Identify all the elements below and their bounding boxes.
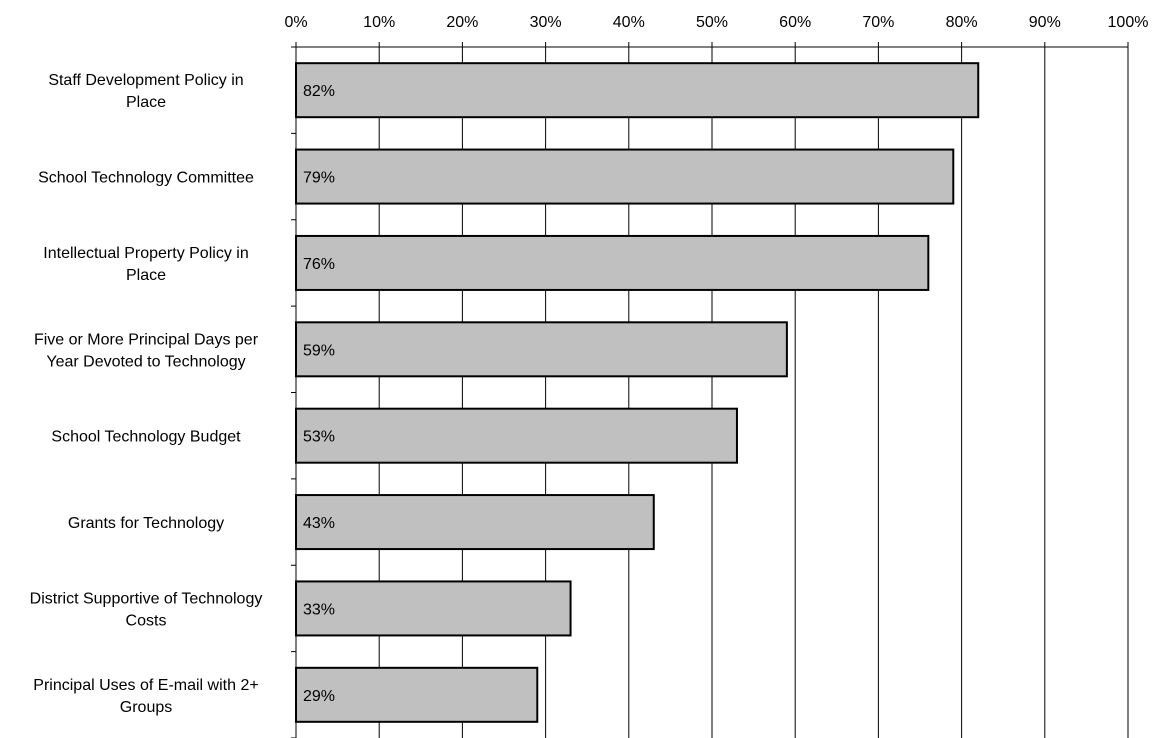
category-label: Intellectual Property Policy in Place <box>43 245 248 284</box>
category-label: School Technology Budget <box>51 429 241 446</box>
x-tick-label: 100% <box>1108 14 1149 31</box>
category-label-line: School Technology Committee <box>38 170 254 187</box>
x-tick-label: 70% <box>862 14 894 31</box>
data-label: 43% <box>303 515 335 532</box>
category-label-line: Place <box>126 267 166 284</box>
x-tick-label: 50% <box>696 14 728 31</box>
x-tick-label: 60% <box>779 14 811 31</box>
category-label: Grants for Technology <box>68 515 224 532</box>
category-label-line: Grants for Technology <box>68 515 224 532</box>
category-label-line: Place <box>126 94 166 111</box>
category-label-line: Costs <box>126 612 167 629</box>
bar <box>295 234 930 291</box>
data-label: 53% <box>303 429 335 446</box>
category-label-line: District Supportive of Technology <box>30 590 263 607</box>
bars <box>295 62 980 723</box>
x-tick-label: 90% <box>1029 14 1061 31</box>
data-label: 33% <box>303 601 335 618</box>
category-label: Staff Development Policy in Place <box>48 72 243 111</box>
x-tick-label: 10% <box>363 14 395 31</box>
bar <box>295 321 788 378</box>
bar <box>295 666 539 723</box>
x-tick-label: 80% <box>946 14 978 31</box>
labels: 0% 10% 20% 30% 40% 50% 60% 70% 80% 90% 100% 82% Staf… <box>30 14 1149 716</box>
x-tick-label: 0% <box>284 14 307 31</box>
category-label: School Technology Committee <box>38 170 254 187</box>
x-tick-label: 20% <box>446 14 478 31</box>
axes <box>291 42 1129 738</box>
data-label: 29% <box>303 688 335 705</box>
category-label-line: Groups <box>120 699 172 716</box>
data-label: 59% <box>303 342 335 359</box>
category-label: Five or More Principal Days per Year Devo… <box>34 331 259 370</box>
data-label: 79% <box>303 170 335 187</box>
bar <box>295 62 980 119</box>
x-tick-label: 30% <box>530 14 562 31</box>
category-label: District Supportive of Technology Costs <box>30 590 263 629</box>
bar <box>295 148 955 205</box>
data-label: 76% <box>303 256 335 273</box>
category-label: Principal Uses of E-mail with 2+ Groups <box>33 677 258 716</box>
category-label-line: Year Devoted to Technology <box>46 353 245 370</box>
category-label-line: Intellectual Property Policy in <box>43 245 248 262</box>
bar <box>295 494 655 551</box>
bar <box>295 407 738 464</box>
category-label-line: Five or More Principal Days per <box>34 331 259 348</box>
bar <box>295 580 572 637</box>
category-label-line: Staff Development Policy in <box>48 72 243 89</box>
data-label: 82% <box>303 83 335 100</box>
category-label-line: Principal Uses of E-mail with 2+ <box>33 677 258 694</box>
x-tick-label: 40% <box>613 14 645 31</box>
category-label-line: School Technology Budget <box>51 429 241 446</box>
